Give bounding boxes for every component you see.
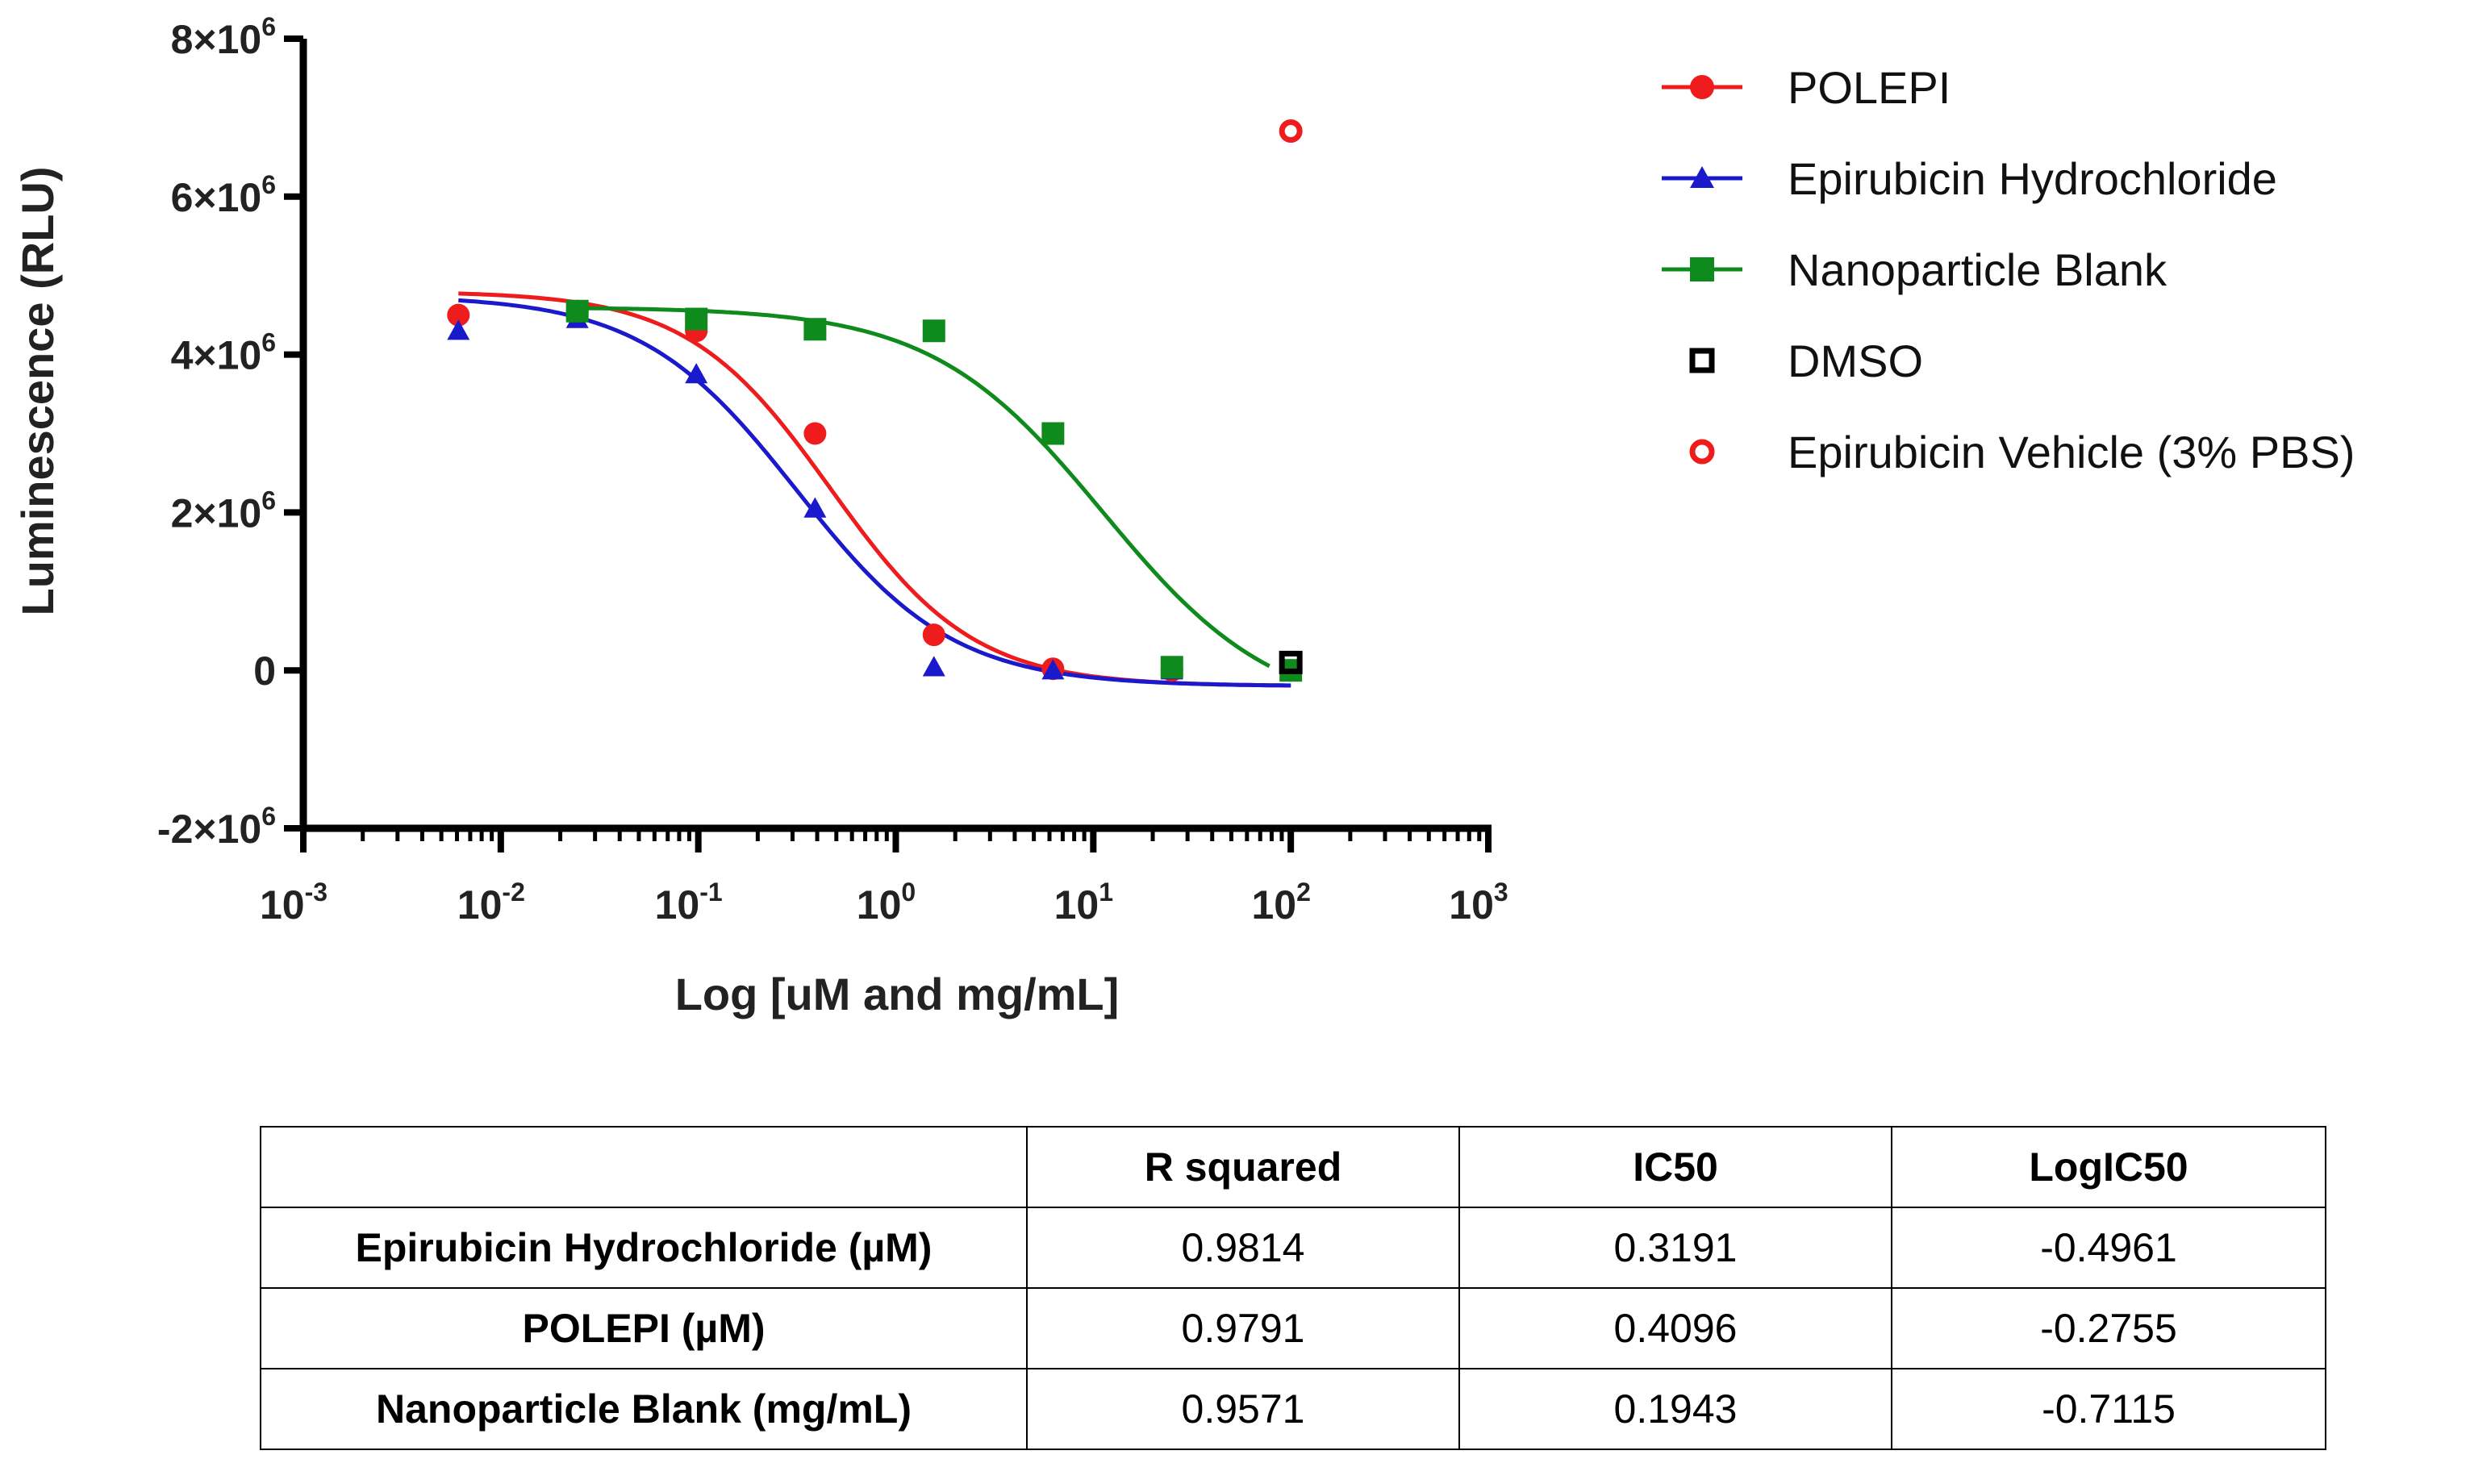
legend-item: DMSO [1689,336,1923,386]
table-header-empty [260,1126,1028,1208]
data-point [1279,119,1303,144]
y-tick-label: 8×106 [171,12,276,62]
legend-marker [1689,439,1715,465]
x-tick-label: 102 [1251,877,1310,928]
table-cell-logic50: -0.7115 [1891,1368,2326,1450]
table-cell-r-squared: 0.9814 [1026,1207,1460,1289]
table-row-label: POLEPI (µM) [260,1287,1028,1369]
data-point [922,319,945,343]
x-tick-label: 101 [1054,877,1113,928]
data-point [685,307,708,331]
data-point [1041,659,1065,680]
table-cell-logic50: -0.4961 [1891,1207,2326,1289]
legend-item: Epirubicin Hydrochloride [1662,153,2277,204]
y-tick-label: 0 [253,648,276,694]
data-point [447,303,470,327]
table-row-label: Epirubicin Hydrochloride (µM) [260,1207,1028,1289]
legend-item: Nanoparticle Blank [1662,244,2168,295]
data-point [803,422,827,445]
y-tick-label: -2×106 [157,802,276,852]
x-axis-title: Log [uM and mg/mL] [675,969,1120,1019]
table-cell-ic50: 0.1943 [1458,1368,1892,1450]
y-tick-label: 2×106 [171,486,276,536]
table-cell-ic50: 0.3191 [1458,1207,1892,1289]
x-tick-label: 10-3 [260,877,328,928]
table-row-label: Nanoparticle Blank (mg/mL) [260,1368,1028,1450]
legend-marker [1689,348,1715,373]
legend-label: Epirubicin Vehicle (3% PBS) [1788,427,2355,477]
legend-item: POLEPI [1662,62,1951,113]
legend-marker [1690,166,1714,188]
table-cell-r-squared: 0.9791 [1026,1287,1460,1369]
table-row: POLEPI (µM) 0.9791 0.4096 -0.2755 [260,1287,2326,1369]
data-point [803,318,827,341]
data-point [565,299,589,323]
data-point [1041,422,1065,445]
table-header-ic50: IC50 [1458,1126,1892,1208]
table-row: Nanoparticle Blank (mg/mL) 0.9571 0.1943… [260,1368,2326,1450]
table-header-row: R squared IC50 LogIC50 [260,1126,2326,1208]
legend-marker [1690,257,1714,281]
table-header-r-squared: R squared [1026,1126,1460,1208]
fit-statistics-table: R squared IC50 LogIC50 Epirubicin Hydroc… [260,1126,2326,1450]
x-tick-label: 100 [857,877,916,928]
legend-label: POLEPI [1788,62,1951,113]
fit-curve-0 [458,291,1291,688]
axes: 8×106 6×106 4×106 2×106 0 -2×106 10-3 10-2 10-1 1… [157,12,1508,928]
data-point [685,363,708,384]
table-cell-logic50: -0.2755 [1891,1287,2326,1369]
x-tick-label: 10-1 [655,877,723,928]
data-points [447,119,1303,682]
legend-label: DMSO [1788,336,1923,386]
fit-curve-1 [458,298,1291,688]
data-point [922,656,945,677]
y-tick-label: 6×106 [171,170,276,220]
legend-label: Nanoparticle Blank [1788,244,2168,295]
x-tick-label: 10-2 [457,877,525,928]
table-cell-ic50: 0.4096 [1458,1287,1892,1369]
y-tick-label: 4×106 [171,328,276,378]
y-axis-title: Luminescence (RLU) [12,167,63,616]
data-point [1279,650,1303,674]
fit-curve-2 [577,306,1270,669]
data-point [922,623,945,647]
legend: POLEPI Epirubicin Hydrochloride Nanopartic… [1662,62,2355,477]
x-tick-label: 103 [1449,877,1508,928]
legend-marker [1690,75,1714,99]
data-point [803,497,827,518]
table-header-logic50: LogIC50 [1891,1126,2326,1208]
legend-label: Epirubicin Hydrochloride [1788,153,2277,204]
data-point [447,319,470,340]
fit-curves [458,291,1291,688]
data-point [1160,656,1183,679]
table-row: Epirubicin Hydrochloride (µM) 0.9814 0.3… [260,1207,2326,1289]
legend-item: Epirubicin Vehicle (3% PBS) [1689,427,2355,477]
table-cell-r-squared: 0.9571 [1026,1368,1460,1450]
